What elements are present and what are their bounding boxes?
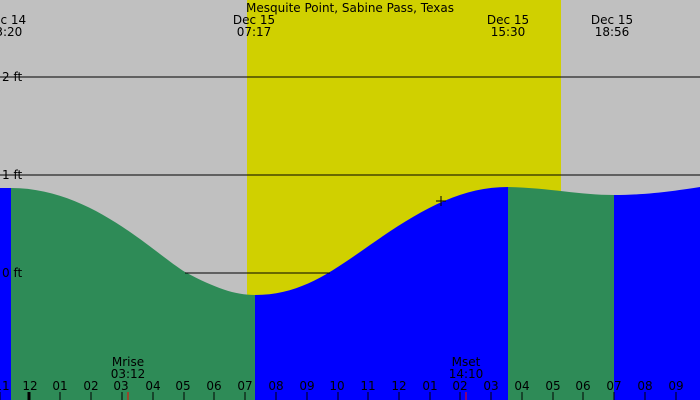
top-label-date: Dec 15 [590,13,634,27]
top-label-time: 15:30 [490,25,526,39]
hour-label: 06 [575,379,591,393]
hour-label: 01 [52,379,68,393]
top-label-3: Dec 15 18:56 [587,14,637,38]
hour-label: 08 [637,379,653,393]
hour-label: 04 [514,379,530,393]
hour-label: 07 [606,379,622,393]
hour-label: 05 [175,379,191,393]
top-label-1: Dec 15 07:17 [229,14,279,38]
tide-area-rising-3 [614,187,700,400]
hour-label: 11 [0,379,10,393]
hour-label: 08 [268,379,284,393]
hour-label: 06 [206,379,222,393]
hour-label: 09 [668,379,684,393]
moonset-time: 14:10 [448,367,484,381]
hour-label: 01 [422,379,438,393]
top-label-0: Dec 14 23:20 [0,14,30,38]
ytick-1ft: 1 ft [2,168,23,182]
top-label-time: 07:17 [236,25,272,39]
top-label-2: Dec 15 15:30 [483,14,533,38]
ytick-0ft: 0 ft [2,266,23,280]
hour-label: 09 [299,379,315,393]
tide-area-falling-1 [11,188,255,400]
moonrise-name: Mrise [111,355,145,369]
top-label-date: Dec 14 [0,13,27,27]
hour-label: 04 [145,379,161,393]
top-label-date: Dec 15 [232,13,276,27]
hour-label: 10 [329,379,345,393]
hour-label: 11 [360,379,376,393]
moonset-label: Mset 14:10 [441,356,491,380]
hour-ticks [0,392,677,400]
hour-label: 12 [22,379,38,393]
hour-label: 02 [83,379,99,393]
hour-label: 03 [483,379,499,393]
moonset-name: Mset [451,355,481,369]
top-label-time: 23:20 [0,25,23,39]
tide-area-rising [0,188,11,400]
hour-label: 07 [237,379,253,393]
ytick-2ft: 2 ft [2,70,23,84]
moonrise-label: Mrise 03:12 [103,356,153,380]
tide-area-rising-2 [255,187,508,400]
hour-label: 02 [452,379,468,393]
top-label-time: 18:56 [594,25,630,39]
hour-label: 05 [545,379,561,393]
moonrise-time: 03:12 [110,367,146,381]
top-label-date: Dec 15 [486,13,530,27]
hour-label: 03 [113,379,129,393]
chart-title: Mesquite Point, Sabine Pass, Texas [246,1,454,15]
tide-area-falling-2 [508,187,614,400]
hour-label: 12 [391,379,407,393]
